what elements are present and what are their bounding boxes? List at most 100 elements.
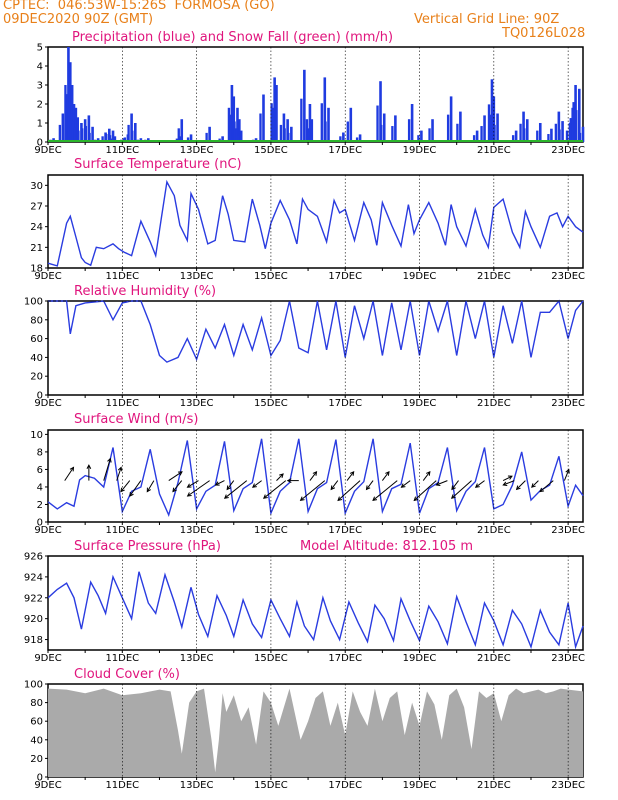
precip-bar — [108, 135, 112, 142]
wind-vector — [563, 469, 570, 481]
x-tick-label: 11DEC — [105, 653, 139, 664]
wind-vector-head — [330, 485, 336, 491]
plot-frame — [47, 555, 584, 651]
precip-bar — [456, 123, 459, 142]
y-tick-label: 5 — [37, 43, 43, 54]
precip-bar — [472, 135, 476, 142]
wind-vector-head — [451, 485, 456, 491]
wind-vector-head — [186, 483, 192, 488]
x-tick-label: 19DEC — [403, 780, 437, 791]
y-tick-label: 40 — [30, 353, 43, 364]
precip-bar — [547, 134, 550, 142]
chart-panel-6: 0 20 40 60 80 100 9DEC 11DEC 13DEC 15DEC 17DEC 19DE… — [24, 667, 585, 791]
precip-bar — [565, 130, 569, 142]
precip-bar — [394, 115, 397, 142]
y-tick-label: 4 — [37, 482, 43, 493]
precip-bar — [134, 123, 137, 142]
precip-bar — [558, 129, 561, 142]
precip-bar — [327, 107, 330, 142]
wind-vector — [451, 480, 459, 490]
x-tick-label: 11DEC — [105, 145, 139, 156]
wind-vector-head — [337, 496, 343, 502]
wind-vector — [451, 480, 472, 499]
precip-bar — [233, 121, 236, 142]
x-tick-label: 21DEC — [477, 525, 511, 536]
precip-bar — [496, 113, 499, 142]
x-tick-label: 15DEC — [254, 653, 288, 664]
precip-bar — [577, 88, 581, 142]
wind-vector — [172, 480, 183, 492]
precip-bar — [417, 135, 420, 142]
precip-bar — [349, 107, 353, 142]
x-tick-label: 23DEC — [551, 145, 585, 156]
wind-vector-head — [120, 487, 125, 493]
precip-bar — [68, 62, 72, 143]
y-tick-label: 80 — [30, 315, 43, 326]
precip-bar — [492, 96, 496, 142]
wind-vector-head — [450, 494, 456, 499]
wind-vector — [475, 480, 485, 488]
precip-bar — [69, 119, 73, 142]
wind-vector-head — [279, 473, 284, 478]
y-tick-label: 926 — [24, 552, 43, 563]
wind-vector-head — [400, 483, 406, 488]
precip-bar — [407, 119, 411, 142]
wind-vector — [168, 471, 183, 482]
precip-bar — [270, 103, 273, 142]
precip-bar — [581, 126, 585, 142]
x-tick-label: 9DEC — [34, 653, 61, 664]
precip-bar — [70, 85, 74, 142]
x-tick-label: 17DEC — [328, 653, 362, 664]
precip-bar — [88, 132, 91, 142]
precip-bar — [308, 104, 312, 142]
y-tick-label: 20 — [30, 754, 43, 765]
wind-vector-head — [531, 483, 536, 488]
precip-bar — [391, 126, 394, 142]
y-tick-label: 3 — [37, 81, 43, 92]
precip-bar — [221, 136, 224, 142]
y-tick-label: 2 — [37, 100, 43, 111]
precip-bar — [557, 111, 561, 142]
precip-bar — [111, 130, 115, 142]
precip-bar — [339, 136, 342, 142]
precip-bar — [262, 94, 265, 142]
precip-bar — [130, 113, 133, 142]
x-tick-label: 17DEC — [328, 780, 362, 791]
x-tick-label: 13DEC — [180, 653, 214, 664]
precip-bar — [58, 124, 62, 142]
wind-vector — [116, 467, 122, 481]
x-tick-label: 9DEC — [34, 398, 61, 409]
wind-vector-head — [186, 492, 192, 497]
wind-vector-head — [86, 464, 92, 469]
x-tick-label: 13DEC — [180, 398, 214, 409]
wind-vector — [502, 475, 513, 482]
wind-vector-head — [349, 470, 355, 476]
precip-bar — [310, 119, 314, 142]
plot-frame — [47, 429, 584, 523]
precip-bar — [459, 111, 462, 142]
y-tick-label: 21 — [30, 243, 43, 254]
x-tick-label: 17DEC — [328, 525, 362, 536]
precip-bar — [64, 85, 67, 142]
chart-title: Surface Wind (m/s) — [74, 412, 198, 427]
wind-vector — [531, 480, 539, 488]
precip-bar — [101, 136, 104, 142]
precip-bar — [275, 85, 278, 142]
wind-vector — [422, 471, 431, 481]
y-tick-label: 10 — [30, 430, 43, 441]
chart-title: Surface Pressure (hPa) — [74, 539, 221, 554]
x-tick-label: 21DEC — [477, 653, 511, 664]
wind-vector-head — [117, 466, 123, 472]
x-tick-label: 19DEC — [403, 271, 437, 282]
wind-vector-head — [385, 470, 390, 476]
precip-bar — [487, 104, 491, 142]
wind-vector — [539, 480, 554, 492]
header-run-code: TQ0126L028 — [502, 26, 586, 41]
y-tick-label: 60 — [30, 717, 43, 728]
wind-vector — [413, 480, 437, 501]
precip-bar — [113, 136, 117, 142]
wind-vector — [64, 467, 74, 481]
precip-bar — [475, 130, 479, 142]
precip-bar — [525, 119, 529, 142]
header-datetime: 09DEC2020 90Z (GMT) — [3, 12, 154, 27]
